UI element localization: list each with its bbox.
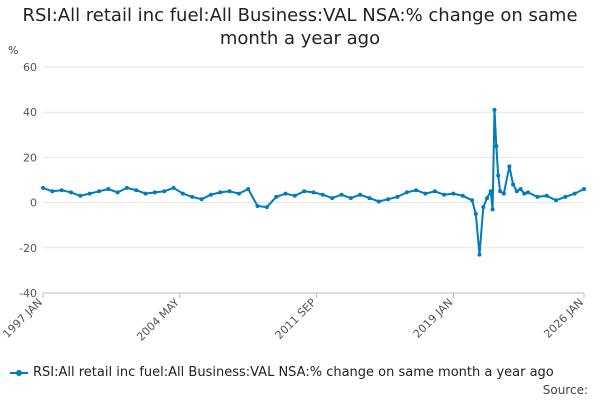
chart-title: RSI:All retail inc fuel:All Business:VAL… [22, 5, 578, 49]
x-tick-label: 1997 JAN [0, 296, 45, 341]
y-axis-unit-label: % [8, 44, 19, 57]
data-point [246, 187, 251, 191]
data-point [488, 189, 493, 194]
data-point [134, 188, 139, 193]
legend-label: RSI:All retail inc fuel:All Business:VAL… [33, 365, 554, 380]
data-point [255, 204, 260, 208]
data-point [208, 192, 213, 197]
data-point [501, 191, 506, 196]
y-tick-label: 60 [23, 61, 37, 74]
data-point [78, 193, 83, 198]
data-point [358, 192, 363, 197]
data-point [115, 190, 120, 195]
data-point [395, 194, 400, 199]
data-point [367, 196, 372, 201]
data-point [41, 185, 45, 190]
data-point [152, 190, 157, 195]
data-point [404, 190, 409, 195]
data-point [162, 189, 167, 194]
data-point [470, 198, 475, 203]
data-point [330, 196, 335, 201]
data-point [423, 191, 428, 196]
data-point [171, 185, 176, 190]
data-point [376, 199, 381, 204]
data-point [507, 164, 512, 169]
x-tick-label: 2019 JAN [411, 296, 456, 341]
data-point [492, 107, 497, 112]
y-tick-label: -40 [19, 287, 37, 300]
data-point [386, 197, 391, 202]
data-point [190, 194, 195, 199]
y-tick-label: 40 [23, 106, 37, 119]
data-point [582, 187, 586, 191]
data-point [485, 196, 489, 201]
series-line [42, 108, 585, 256]
data-point [302, 189, 307, 194]
data-point [432, 189, 437, 194]
y-tick-label: -20 [19, 242, 37, 255]
data-point [87, 191, 92, 196]
data-point [522, 191, 527, 196]
source-note: Source: [542, 383, 588, 397]
data-point [292, 193, 297, 198]
data-point [311, 190, 316, 195]
legend-line-marker-icon [10, 368, 28, 378]
data-point [414, 188, 419, 193]
x-tick-label: 2004 MAY [134, 296, 182, 344]
x-tick-label: 2011 SEP [273, 296, 319, 342]
data-point [50, 189, 55, 194]
data-point [218, 190, 223, 195]
data-point [143, 191, 148, 196]
data-point [97, 189, 101, 194]
data-point [283, 191, 288, 196]
data-point [526, 190, 530, 195]
data-point [535, 194, 540, 199]
data-point [460, 193, 465, 198]
x-tick-label: 2026 JAN [541, 296, 586, 341]
data-point [69, 190, 73, 195]
data-point [451, 191, 456, 196]
data-point [264, 205, 269, 210]
data-point [274, 194, 279, 199]
data-point [572, 191, 577, 196]
legend[interactable]: RSI:All retail inc fuel:All Business:VAL… [10, 365, 554, 380]
data-point [227, 189, 232, 194]
data-point [320, 192, 325, 197]
data-point [348, 196, 353, 201]
data-point [514, 189, 519, 194]
data-point [498, 189, 503, 194]
data-point [59, 188, 64, 193]
data-point [339, 192, 344, 197]
y-tick-label: 0 [30, 197, 37, 210]
data-point [563, 194, 568, 199]
data-point [477, 252, 482, 257]
data-point [511, 182, 516, 187]
data-point [518, 187, 523, 191]
data-point [124, 185, 129, 190]
data-point [106, 187, 111, 191]
data-point [473, 211, 478, 216]
data-point [180, 191, 185, 196]
data-point [494, 144, 499, 149]
data-point [490, 207, 495, 212]
data-point [199, 197, 204, 202]
data-point [236, 191, 241, 196]
data-point [442, 192, 447, 197]
data-point [544, 193, 549, 198]
data-point [554, 198, 558, 203]
data-point [496, 173, 501, 178]
data-point [481, 205, 486, 210]
y-tick-label: 20 [23, 151, 37, 164]
